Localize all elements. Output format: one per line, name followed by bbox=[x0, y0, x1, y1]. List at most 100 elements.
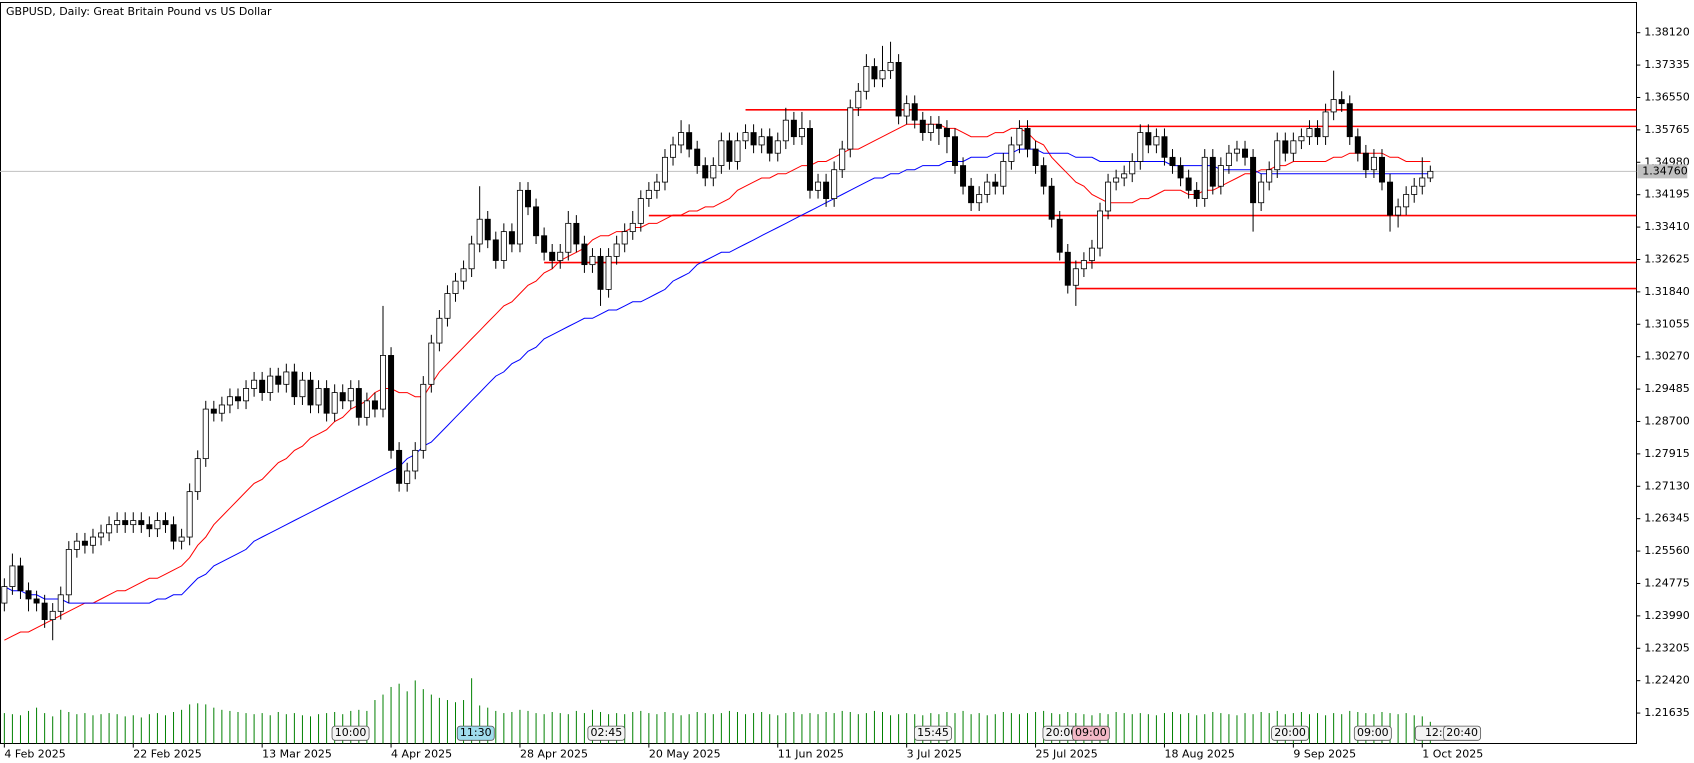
candle-body bbox=[243, 388, 250, 402]
candle-body bbox=[678, 132, 685, 146]
candle-body bbox=[621, 231, 628, 245]
candle-body bbox=[661, 156, 668, 183]
candle-body bbox=[879, 70, 886, 80]
candle-body bbox=[1338, 99, 1345, 105]
candle-body bbox=[1306, 128, 1313, 138]
candle-body bbox=[1419, 177, 1426, 187]
candle-body bbox=[863, 66, 870, 92]
candle-body bbox=[275, 375, 282, 385]
candle-body bbox=[130, 520, 137, 526]
candle-body bbox=[541, 235, 548, 253]
candle-body bbox=[1427, 170, 1434, 179]
candle-body bbox=[267, 375, 274, 393]
candle-body bbox=[1322, 111, 1329, 138]
y-tick-label: 1.23205 bbox=[1644, 641, 1690, 654]
candle-body bbox=[1282, 140, 1289, 154]
candle-body bbox=[162, 520, 169, 526]
event-label: 15:45 bbox=[917, 726, 949, 739]
y-tick-label: 1.31055 bbox=[1644, 317, 1690, 330]
candle-body bbox=[823, 181, 830, 199]
candle-body bbox=[380, 355, 387, 410]
y-tick-label: 1.38120 bbox=[1644, 26, 1690, 39]
candle-body bbox=[573, 222, 580, 245]
candle-body bbox=[831, 169, 838, 199]
x-tick-label: 20 May 2025 bbox=[649, 748, 721, 761]
candle-body bbox=[1354, 136, 1361, 154]
candle-body bbox=[919, 119, 926, 133]
x-tick-label: 4 Feb 2025 bbox=[4, 748, 65, 761]
candle-body bbox=[1072, 268, 1079, 286]
candle-body bbox=[927, 123, 934, 133]
candle-body bbox=[17, 565, 24, 592]
candle-body bbox=[114, 520, 121, 526]
event-label: 12: bbox=[1425, 726, 1443, 739]
candle-body bbox=[1016, 128, 1023, 146]
candle-body bbox=[428, 342, 435, 385]
candle-body bbox=[1064, 251, 1071, 286]
candle-body bbox=[976, 194, 983, 204]
candle-body bbox=[492, 239, 499, 261]
candle-body bbox=[1056, 218, 1063, 253]
candle-body bbox=[371, 400, 378, 410]
candle-body bbox=[259, 379, 266, 393]
candle-body bbox=[146, 524, 153, 530]
candle-body bbox=[613, 243, 620, 257]
event-label: 20:00 bbox=[1274, 726, 1306, 739]
candle-body bbox=[686, 132, 693, 150]
candle-body bbox=[702, 165, 709, 179]
candle-body bbox=[629, 222, 636, 233]
candle-body bbox=[412, 449, 419, 472]
candle-body bbox=[1161, 136, 1168, 158]
candle-body bbox=[178, 536, 185, 542]
y-tick-label: 1.23990 bbox=[1644, 609, 1690, 622]
candle-body bbox=[73, 540, 80, 550]
candle-body bbox=[1000, 161, 1007, 187]
candle-body bbox=[1209, 156, 1216, 187]
candle-body bbox=[1105, 181, 1112, 212]
y-tick-label: 1.34195 bbox=[1644, 188, 1690, 201]
last-price-box bbox=[1637, 164, 1688, 179]
candle-body bbox=[25, 590, 32, 600]
candle-body bbox=[170, 524, 177, 542]
candle-body bbox=[1378, 156, 1385, 183]
candle-body bbox=[323, 388, 330, 414]
y-tick-label: 1.27130 bbox=[1644, 479, 1690, 492]
candle-body bbox=[89, 536, 96, 546]
candle-body bbox=[992, 181, 999, 187]
event-label: 09:00 bbox=[1357, 726, 1389, 739]
y-tick-label: 1.22420 bbox=[1644, 674, 1690, 687]
candle-body bbox=[710, 165, 717, 179]
candle-body bbox=[436, 317, 443, 344]
candle-body bbox=[653, 181, 660, 191]
x-tick-label: 18 Aug 2025 bbox=[1164, 748, 1234, 761]
candle-body bbox=[815, 181, 822, 191]
last-price-label: 1.34760 bbox=[1642, 164, 1688, 177]
candle-body bbox=[589, 255, 596, 266]
candle-body bbox=[605, 255, 612, 290]
chart-title: GBPUSD, Daily: Great Britain Pound vs US… bbox=[6, 5, 272, 18]
candle-body bbox=[525, 189, 532, 208]
candle-body bbox=[33, 598, 40, 604]
candle-body bbox=[549, 251, 556, 261]
candle-body bbox=[766, 136, 773, 154]
candle-body bbox=[299, 379, 306, 398]
candle-body bbox=[396, 449, 403, 484]
candle-body bbox=[347, 388, 354, 402]
candle-body bbox=[154, 520, 161, 530]
candle-body bbox=[516, 189, 523, 245]
candle-body bbox=[951, 136, 958, 166]
candle-body bbox=[452, 280, 459, 294]
candle-body bbox=[960, 165, 967, 187]
candle-body bbox=[1024, 128, 1031, 150]
candle-body bbox=[847, 107, 854, 150]
x-tick-label: 9 Sep 2025 bbox=[1293, 748, 1356, 761]
event-box bbox=[1353, 725, 1392, 741]
event-label: 09:00 bbox=[1075, 726, 1107, 739]
candle-body bbox=[363, 400, 370, 418]
y-tick-label: 1.21635 bbox=[1644, 706, 1690, 719]
candle-body bbox=[557, 251, 564, 261]
candle-body bbox=[903, 103, 910, 117]
x-tick-label: 4 Apr 2025 bbox=[391, 748, 452, 761]
candle-body bbox=[734, 140, 741, 162]
